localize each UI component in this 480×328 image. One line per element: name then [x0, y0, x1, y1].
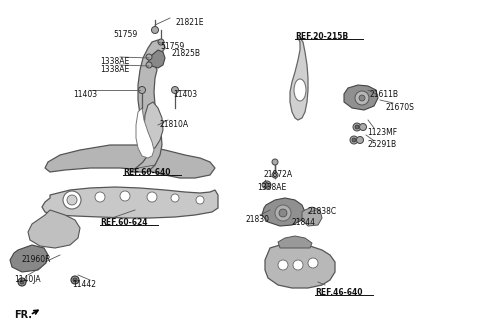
Polygon shape — [262, 198, 305, 226]
Text: FR.: FR. — [14, 310, 32, 320]
Text: 21960R: 21960R — [22, 255, 51, 264]
Circle shape — [71, 276, 79, 284]
Circle shape — [355, 91, 369, 105]
Circle shape — [146, 62, 152, 68]
Polygon shape — [136, 108, 154, 158]
Text: 11403: 11403 — [173, 90, 197, 99]
Circle shape — [278, 260, 288, 270]
Circle shape — [67, 195, 77, 205]
Text: 21611B: 21611B — [370, 90, 399, 99]
Circle shape — [73, 278, 77, 282]
Text: 1338AE: 1338AE — [100, 65, 129, 74]
Circle shape — [196, 196, 204, 204]
Circle shape — [146, 54, 152, 60]
Text: 21810A: 21810A — [160, 120, 189, 129]
Polygon shape — [148, 50, 165, 68]
Text: 21844: 21844 — [291, 218, 315, 227]
Polygon shape — [130, 40, 165, 172]
Circle shape — [120, 191, 130, 201]
Text: 1140JA: 1140JA — [14, 275, 41, 284]
Polygon shape — [278, 236, 312, 248]
Polygon shape — [42, 187, 218, 218]
Circle shape — [18, 278, 26, 286]
Circle shape — [265, 183, 269, 187]
Polygon shape — [28, 210, 80, 248]
Polygon shape — [10, 245, 48, 272]
Polygon shape — [265, 244, 335, 288]
Circle shape — [279, 209, 287, 217]
Circle shape — [355, 125, 359, 129]
Text: 1338AE: 1338AE — [100, 57, 129, 66]
Circle shape — [353, 123, 361, 131]
Circle shape — [272, 172, 278, 178]
Text: 21830: 21830 — [245, 215, 269, 224]
Text: 21670S: 21670S — [385, 103, 414, 112]
Circle shape — [350, 136, 358, 144]
Circle shape — [63, 191, 81, 209]
Text: 1123MF: 1123MF — [367, 128, 397, 137]
Text: REF.46-640: REF.46-640 — [315, 288, 362, 297]
Circle shape — [95, 192, 105, 202]
Text: 1338AE: 1338AE — [257, 183, 286, 192]
Text: REF.60-624: REF.60-624 — [100, 218, 147, 227]
Polygon shape — [302, 207, 322, 226]
Text: 21821E: 21821E — [175, 18, 204, 27]
Circle shape — [272, 159, 278, 165]
Circle shape — [158, 39, 164, 45]
Circle shape — [359, 95, 365, 101]
Circle shape — [20, 280, 24, 284]
Text: 21825B: 21825B — [171, 49, 200, 58]
Text: 51759: 51759 — [113, 30, 137, 39]
Polygon shape — [344, 85, 378, 110]
Circle shape — [263, 181, 271, 189]
Text: 51759: 51759 — [160, 42, 184, 51]
Circle shape — [275, 205, 291, 221]
Circle shape — [171, 194, 179, 202]
Circle shape — [171, 87, 179, 93]
Text: 11442: 11442 — [72, 280, 96, 289]
Ellipse shape — [294, 79, 306, 101]
Circle shape — [262, 182, 268, 188]
Circle shape — [308, 258, 318, 268]
Circle shape — [293, 260, 303, 270]
Polygon shape — [45, 145, 215, 178]
Text: 11403: 11403 — [73, 90, 97, 99]
Circle shape — [357, 136, 363, 144]
Polygon shape — [290, 38, 308, 120]
Text: 25291B: 25291B — [367, 140, 396, 149]
Text: REF.20-215B: REF.20-215B — [295, 32, 348, 41]
Circle shape — [360, 124, 367, 131]
Circle shape — [152, 27, 158, 33]
Circle shape — [147, 192, 157, 202]
Text: REF.60-640: REF.60-640 — [123, 168, 170, 177]
Polygon shape — [144, 102, 163, 148]
Circle shape — [352, 138, 356, 142]
Text: 21838C: 21838C — [307, 207, 336, 216]
Text: 21872A: 21872A — [263, 170, 292, 179]
Circle shape — [139, 87, 145, 93]
